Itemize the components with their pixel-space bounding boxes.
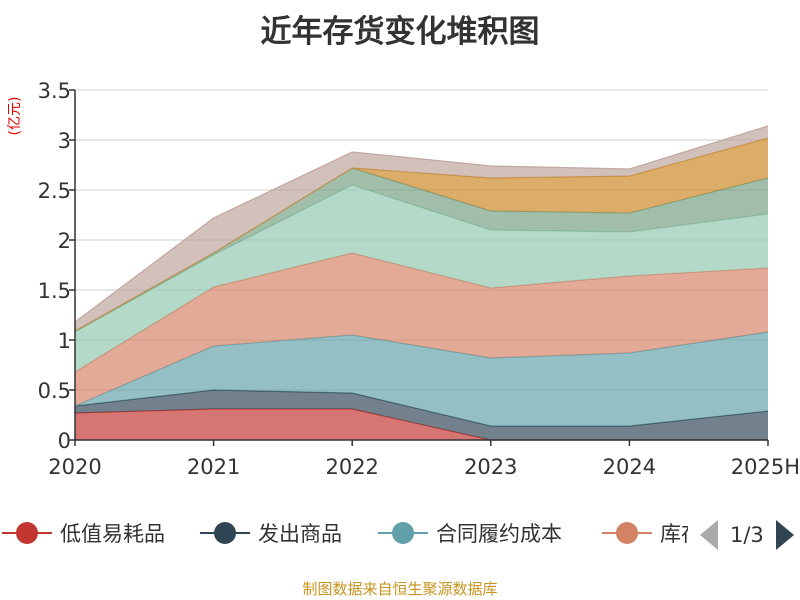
legend-item-1[interactable]: 低值易耗品	[2, 518, 165, 548]
legend-marker-4	[602, 519, 652, 547]
area-series-4	[75, 253, 768, 406]
y-tick-label: 0.5	[38, 379, 71, 403]
y-tick-label: 2.5	[38, 179, 71, 203]
stacked-area-chart: 0 0.5 1 1.5 2 2.5 3 3.5 2020 2021 2022 2023 2024 2025…	[7, 79, 800, 479]
legend-item-3[interactable]: 合同履约成本	[378, 518, 562, 548]
area-series-7	[75, 138, 768, 331]
y-tick-label: 1	[58, 329, 71, 353]
x-tick-label: 2020	[48, 455, 101, 479]
legend-prev-page-icon[interactable]	[700, 520, 718, 550]
legend-marker-2	[200, 519, 250, 547]
x-tick-label: 2024	[603, 455, 656, 479]
legend-page-indicator: 1/3	[730, 523, 764, 547]
chart-title: 近年存货变化堆积图	[260, 14, 540, 50]
legend-marker-1	[2, 519, 52, 547]
legend-items-viewport: 低值易耗品 发出商品 合同履约成本 库存商品	[0, 514, 688, 554]
legend: 低值易耗品 发出商品 合同履约成本 库存商品 1/3	[0, 514, 800, 554]
legend-marker-3	[378, 519, 428, 547]
legend-item-2[interactable]: 发出商品	[200, 518, 342, 548]
area-series-8	[75, 126, 768, 331]
source-note: 制图数据来自恒生聚源数据库	[302, 580, 498, 598]
y-tick-label: 2	[58, 229, 71, 253]
axes: 0 0.5 1 1.5 2 2.5 3 3.5 2020 2021 2022 2023 2024 2025…	[38, 79, 800, 479]
legend-next-page-icon[interactable]	[775, 520, 794, 550]
area-series-group	[74, 125, 769, 441]
x-tick-label: 2025H	[731, 455, 800, 479]
y-tick-label: 0	[58, 429, 71, 453]
legend-label-3: 合同履约成本	[436, 522, 562, 546]
y-tick-label: 3.5	[38, 79, 71, 103]
x-tick-label: 2021	[187, 455, 240, 479]
y-tick-label: 3	[58, 129, 71, 153]
y-axis-unit-label: (亿元)	[7, 97, 23, 136]
legend-label-4: 库存商品	[660, 522, 688, 546]
legend-item-4[interactable]: 库存商品	[602, 518, 688, 548]
legend-label-1: 低值易耗品	[60, 522, 165, 546]
area-series-line-8	[74, 125, 769, 323]
area-series-6	[75, 168, 768, 332]
legend-pager: 1/3	[700, 520, 794, 550]
area-series-2	[75, 390, 768, 440]
x-tick-label: 2022	[325, 455, 378, 479]
area-series-3	[75, 332, 768, 426]
x-tick-label: 2023	[464, 455, 517, 479]
legend-label-2: 发出商品	[258, 522, 342, 546]
y-tick-label: 1.5	[38, 279, 71, 303]
